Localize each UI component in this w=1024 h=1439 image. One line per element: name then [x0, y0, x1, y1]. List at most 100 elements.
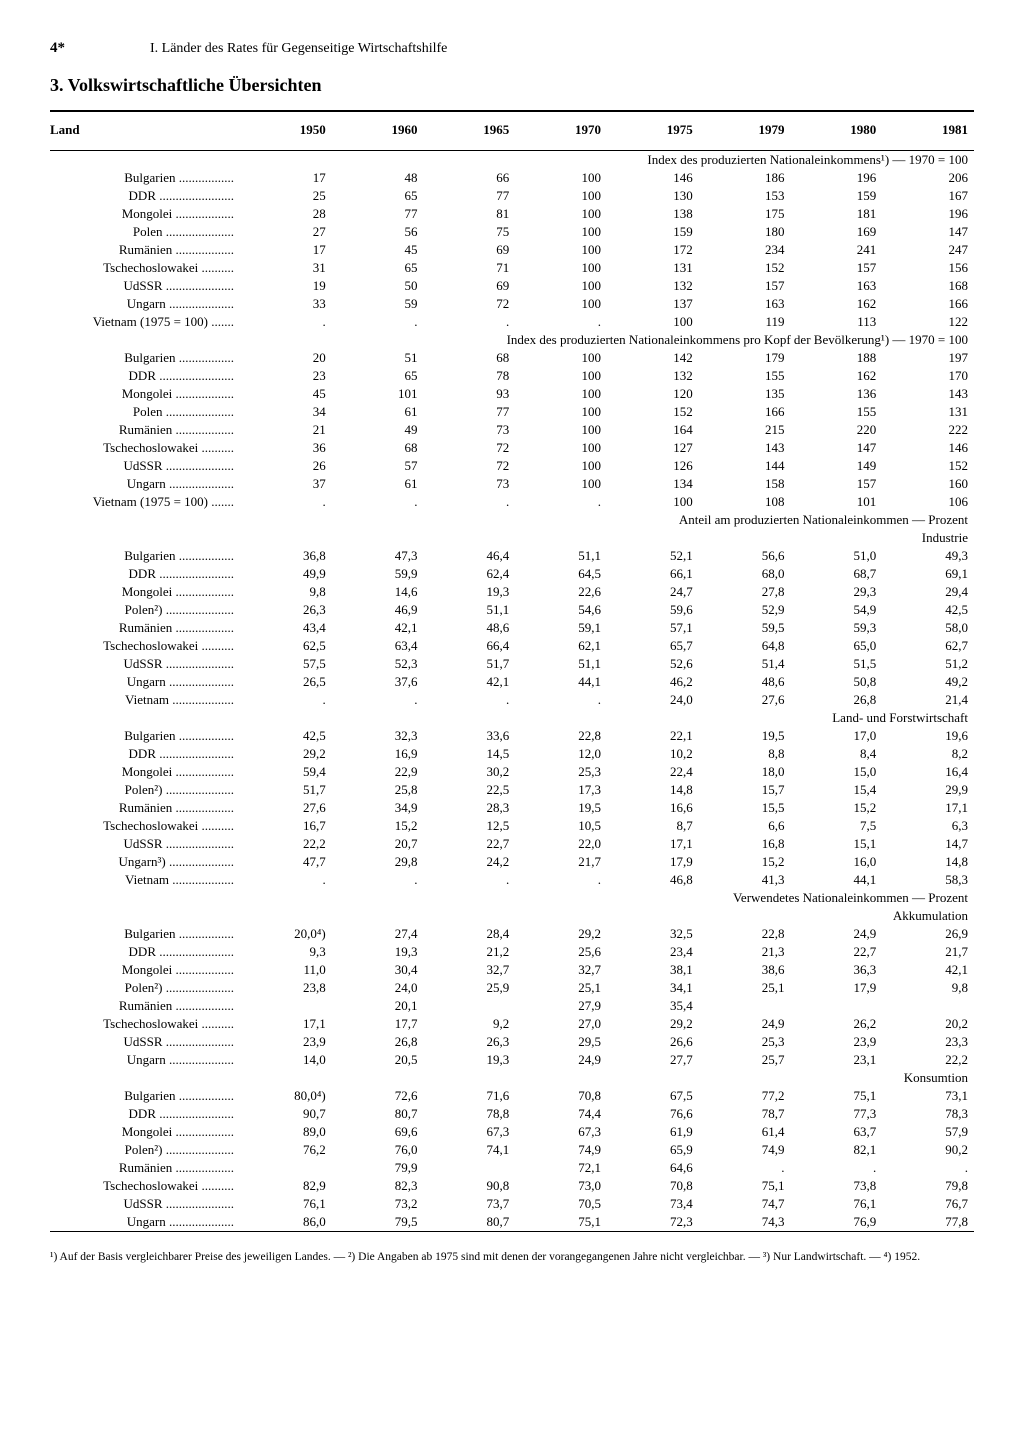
value-cell: 131: [607, 259, 699, 277]
value-cell: 100: [515, 421, 607, 439]
country-cell: UdSSR .....................: [50, 655, 240, 673]
value-cell: 100: [515, 367, 607, 385]
value-cell: 100: [515, 241, 607, 259]
value-cell: 62,4: [424, 565, 516, 583]
table-row: Mongolei ..................4510193100120…: [50, 385, 974, 403]
value-cell: 67,3: [424, 1123, 516, 1141]
value-cell: 65,0: [791, 637, 883, 655]
value-cell: 15,5: [699, 799, 791, 817]
value-cell: 46,4: [424, 547, 516, 565]
value-cell: 17: [240, 169, 332, 187]
value-cell: 26,2: [791, 1015, 883, 1033]
value-cell: 15,2: [332, 817, 424, 835]
value-cell: 17,1: [882, 799, 974, 817]
value-cell: 36,3: [791, 961, 883, 979]
value-cell: 27,7: [607, 1051, 699, 1069]
country-cell: Ungarn ....................: [50, 1051, 240, 1069]
value-cell: 15,2: [791, 799, 883, 817]
value-cell: 26,3: [424, 1033, 516, 1051]
country-cell: Bulgarien .................: [50, 925, 240, 943]
country-cell: Rumänien ..................: [50, 421, 240, 439]
value-cell: 73: [424, 475, 516, 493]
table-row: Polen .....................2756751001591…: [50, 223, 974, 241]
value-cell: 196: [882, 205, 974, 223]
value-cell: 48: [332, 169, 424, 187]
value-cell: .: [699, 1159, 791, 1177]
value-cell: 27: [240, 223, 332, 241]
table-row: Bulgarien .................42,532,333,62…: [50, 727, 974, 745]
value-cell: 42,1: [332, 619, 424, 637]
value-cell: 157: [699, 277, 791, 295]
value-cell: 127: [607, 439, 699, 457]
value-cell: 27,6: [240, 799, 332, 817]
table-row: Rumänien ..................43,442,148,65…: [50, 619, 974, 637]
value-cell: .: [424, 313, 516, 331]
value-cell: 120: [607, 385, 699, 403]
value-cell: 19,6: [882, 727, 974, 745]
value-cell: 42,5: [882, 601, 974, 619]
value-cell: 67,3: [515, 1123, 607, 1141]
value-cell: 63,4: [332, 637, 424, 655]
value-cell: 8,4: [791, 745, 883, 763]
page-number: 4*: [50, 40, 150, 57]
value-cell: 21: [240, 421, 332, 439]
value-cell: 90,7: [240, 1105, 332, 1123]
value-cell: .: [515, 691, 607, 709]
value-cell: [882, 997, 974, 1015]
value-cell: 47,7: [240, 853, 332, 871]
value-cell: 44,1: [515, 673, 607, 691]
value-cell: 59: [332, 295, 424, 313]
value-cell: 68: [332, 439, 424, 457]
value-cell: 58,3: [882, 871, 974, 889]
value-cell: 65,7: [607, 637, 699, 655]
value-cell: 56: [332, 223, 424, 241]
value-cell: 82,3: [332, 1177, 424, 1195]
value-cell: 63,7: [791, 1123, 883, 1141]
value-cell: 20: [240, 349, 332, 367]
country-cell: Ungarn ....................: [50, 295, 240, 313]
value-cell: 100: [515, 439, 607, 457]
value-cell: 100: [515, 187, 607, 205]
col-year: 1981: [882, 112, 974, 150]
value-cell: 74,1: [424, 1141, 516, 1159]
value-cell: 15,7: [699, 781, 791, 799]
value-cell: 41,3: [699, 871, 791, 889]
value-cell: 67,5: [607, 1087, 699, 1105]
value-cell: 19,3: [424, 1051, 516, 1069]
value-cell: 73,1: [882, 1087, 974, 1105]
value-cell: 21,4: [882, 691, 974, 709]
value-cell: 66,1: [607, 565, 699, 583]
table-row: Bulgarien .................80,0⁴)72,671,…: [50, 1087, 974, 1105]
table-row: Rumänien ..................79,972,164,6.…: [50, 1159, 974, 1177]
country-cell: Rumänien ..................: [50, 1159, 240, 1177]
col-year: 1975: [607, 112, 699, 150]
country-cell: Polen²) .....................: [50, 781, 240, 799]
value-cell: 16,8: [699, 835, 791, 853]
value-cell: 52,9: [699, 601, 791, 619]
value-cell: 100: [515, 403, 607, 421]
value-cell: 24,7: [607, 583, 699, 601]
value-cell: 22,8: [515, 727, 607, 745]
table-row: DDR .......................9,319,321,225…: [50, 943, 974, 961]
country-cell: Bulgarien .................: [50, 349, 240, 367]
value-cell: .: [424, 493, 516, 511]
value-cell: 108: [699, 493, 791, 511]
value-cell: 71: [424, 259, 516, 277]
value-cell: 25,9: [424, 979, 516, 997]
value-cell: 72: [424, 457, 516, 475]
value-cell: 79,5: [332, 1213, 424, 1231]
value-cell: 23,8: [240, 979, 332, 997]
value-cell: 153: [699, 187, 791, 205]
value-cell: 54,6: [515, 601, 607, 619]
value-cell: 42,1: [424, 673, 516, 691]
value-cell: 20,0⁴): [240, 925, 332, 943]
value-cell: 72: [424, 295, 516, 313]
value-cell: 86,0: [240, 1213, 332, 1231]
value-cell: 100: [515, 295, 607, 313]
value-cell: 21,7: [515, 853, 607, 871]
value-cell: 29,4: [882, 583, 974, 601]
table-row: Tschechoslowakei ..........62,563,466,46…: [50, 637, 974, 655]
value-cell: 26,3: [240, 601, 332, 619]
value-cell: 181: [791, 205, 883, 223]
country-cell: Tschechoslowakei ..........: [50, 439, 240, 457]
